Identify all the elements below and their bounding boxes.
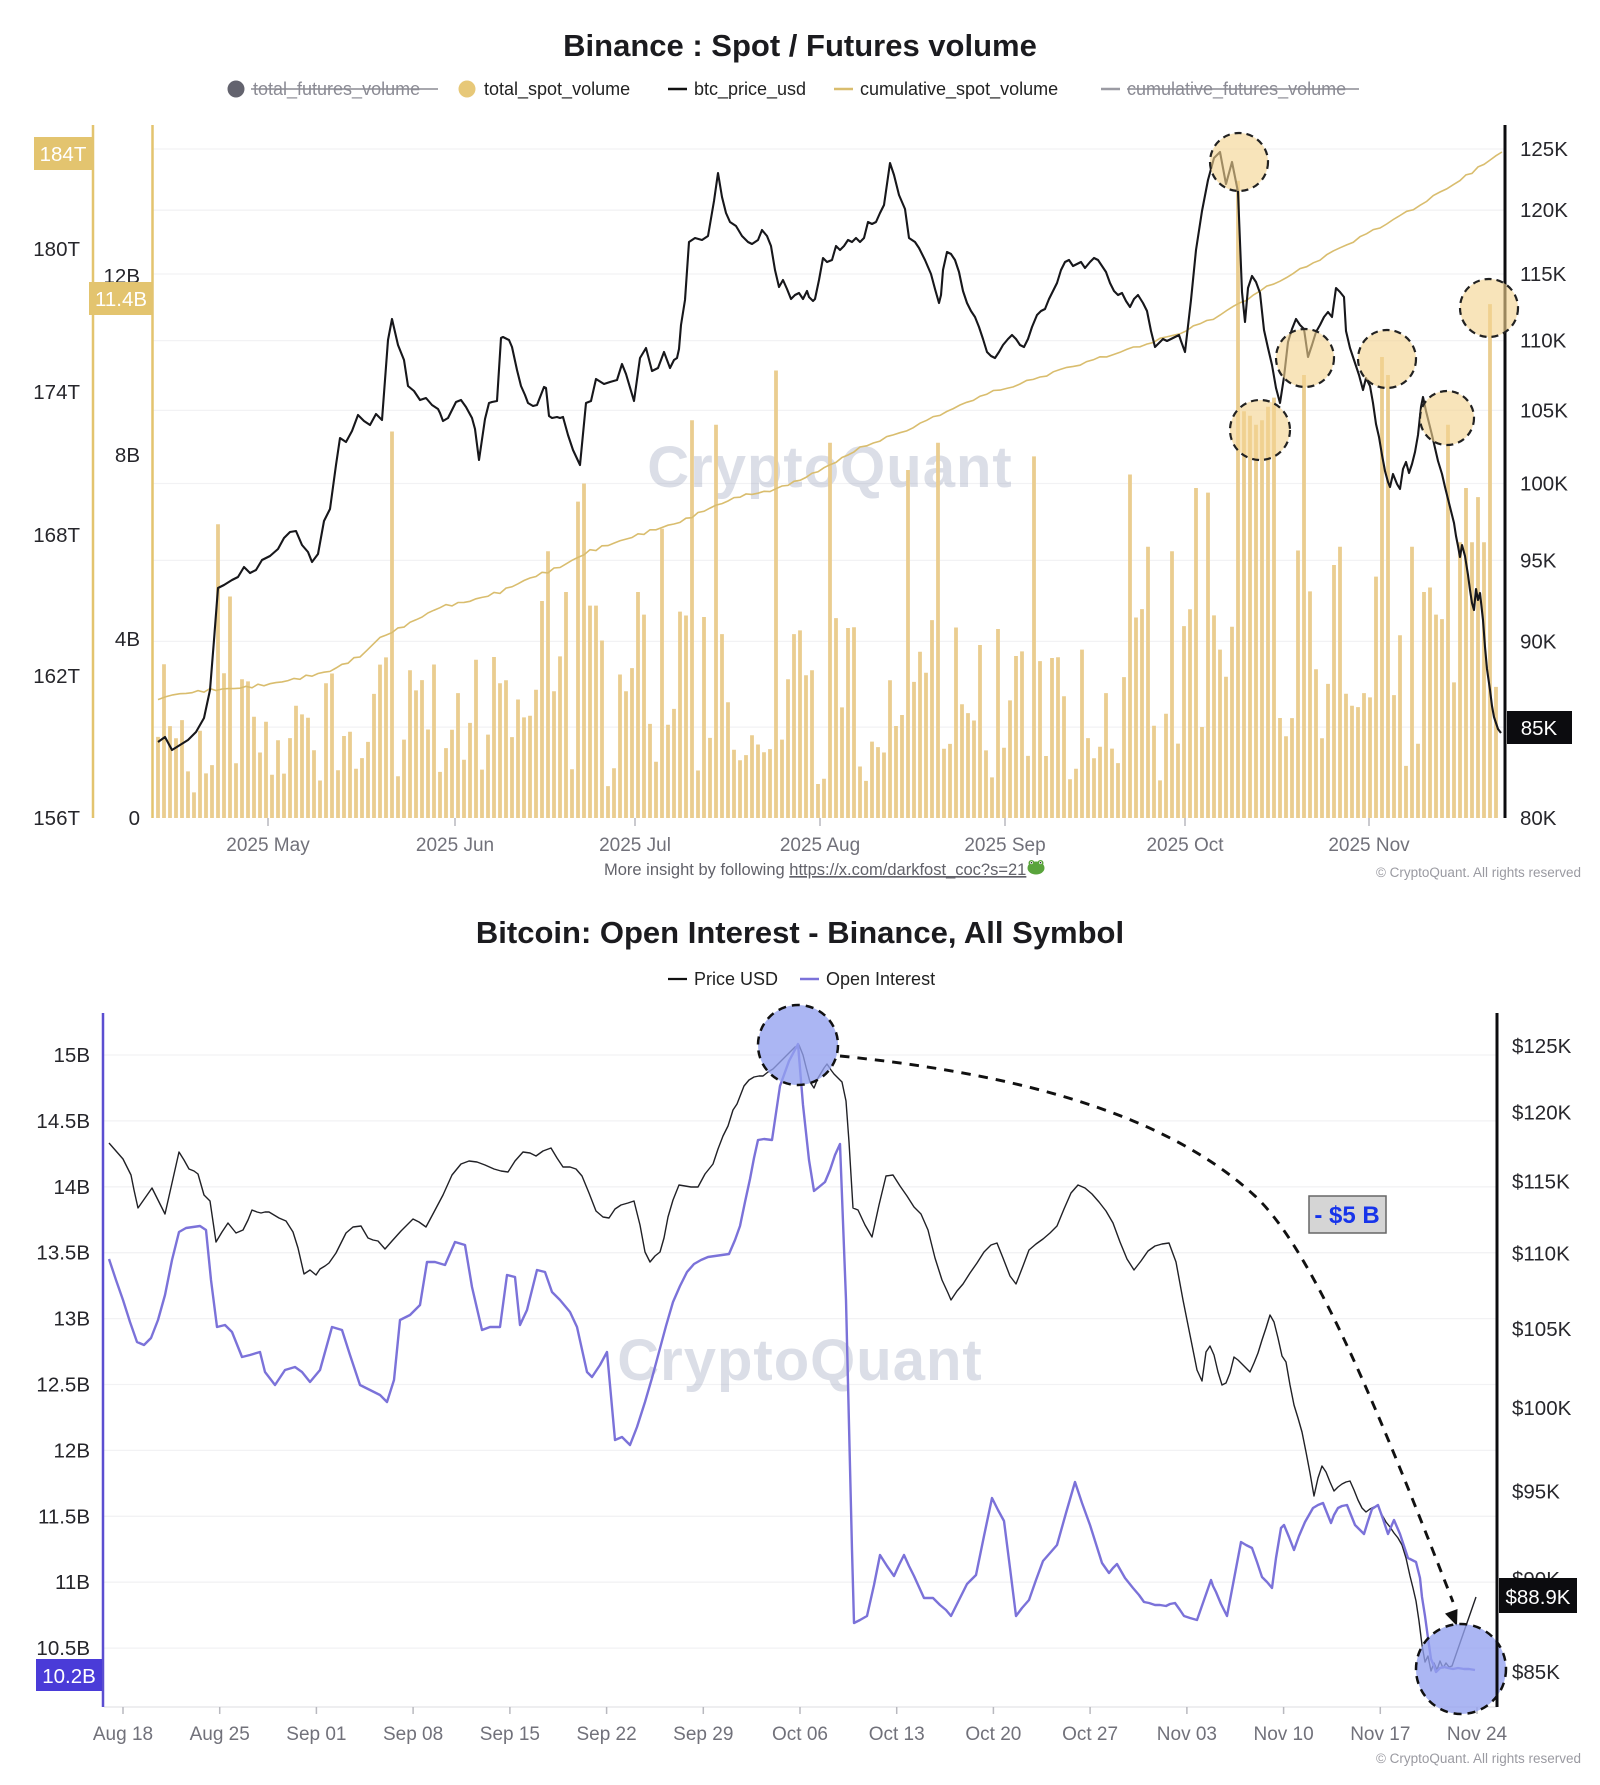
svg-text:95K: 95K (1520, 549, 1557, 572)
svg-text:2025 Oct: 2025 Oct (1146, 835, 1224, 856)
svg-text:cumulative_spot_volume: cumulative_spot_volume (860, 79, 1058, 100)
svg-text:2025 May: 2025 May (226, 835, 310, 856)
svg-text:0: 0 (129, 807, 140, 830)
svg-text:Oct 27: Oct 27 (1062, 1724, 1118, 1745)
svg-text:184T: 184T (40, 143, 87, 166)
svg-text:$120K: $120K (1512, 1101, 1572, 1124)
svg-text:$88.9K: $88.9K (1506, 1586, 1571, 1609)
svg-text:13.5B: 13.5B (36, 1242, 90, 1265)
svg-text:11B: 11B (55, 1571, 90, 1594)
svg-text:$125K: $125K (1512, 1035, 1572, 1058)
svg-text:125K: 125K (1520, 138, 1568, 161)
svg-text:Nov 24: Nov 24 (1447, 1724, 1508, 1745)
svg-text:80K: 80K (1520, 807, 1557, 830)
svg-text:Sep 22: Sep 22 (576, 1724, 636, 1745)
svg-text:$85K: $85K (1512, 1661, 1560, 1684)
svg-text:$110K: $110K (1512, 1243, 1570, 1266)
svg-text:14.5B: 14.5B (36, 1110, 90, 1133)
svg-text:2025 Sep: 2025 Sep (964, 835, 1045, 856)
svg-text:11.4B: 11.4B (95, 288, 147, 311)
svg-text:© CryptoQuant. All rights rese: © CryptoQuant. All rights reserved (1376, 865, 1581, 880)
svg-text:Sep 08: Sep 08 (383, 1724, 443, 1745)
svg-text:8B: 8B (115, 444, 140, 467)
svg-text:Bitcoin: Open Interest - Binan: Bitcoin: Open Interest - Binance, All Sy… (476, 915, 1124, 950)
svg-text:CryptoQuant: CryptoQuant (617, 1328, 982, 1393)
svg-text:168T: 168T (33, 524, 80, 547)
svg-text:btc_price_usd: btc_price_usd (694, 79, 806, 100)
svg-text:13B: 13B (54, 1308, 90, 1331)
svg-text:90K: 90K (1520, 630, 1557, 653)
svg-text:Aug 18: Aug 18 (93, 1724, 153, 1745)
svg-text:$95K: $95K (1512, 1480, 1560, 1503)
svg-text:Oct 06: Oct 06 (772, 1724, 828, 1745)
svg-text:11.5B: 11.5B (38, 1505, 90, 1528)
svg-text:12B: 12B (54, 1439, 90, 1462)
svg-text:100K: 100K (1520, 473, 1568, 496)
svg-text:174T: 174T (33, 381, 80, 404)
svg-text:Binance : Spot / Futures volum: Binance : Spot / Futures volume (563, 28, 1037, 63)
svg-text:2025 Jul: 2025 Jul (599, 835, 671, 856)
svg-text:120K: 120K (1520, 199, 1568, 222)
svg-text:Oct 20: Oct 20 (965, 1724, 1021, 1745)
svg-text:2025 Aug: 2025 Aug (780, 835, 860, 856)
svg-text:162T: 162T (33, 665, 80, 688)
svg-text:$105K: $105K (1512, 1318, 1572, 1341)
svg-text:Sep 01: Sep 01 (286, 1724, 346, 1745)
svg-text:Nov 17: Nov 17 (1350, 1724, 1410, 1745)
svg-text:More insight by following http: More insight by following https://x.com/… (604, 861, 1026, 879)
svg-text:156T: 156T (33, 807, 80, 830)
svg-text:12.5B: 12.5B (36, 1374, 90, 1397)
svg-text:4B: 4B (115, 628, 140, 651)
svg-text:Oct 13: Oct 13 (869, 1724, 925, 1745)
svg-text:2025 Jun: 2025 Jun (416, 835, 494, 856)
svg-text:- $5 B: - $5 B (1314, 1202, 1379, 1229)
svg-text:Aug 25: Aug 25 (190, 1724, 250, 1745)
svg-text:115K: 115K (1520, 263, 1567, 286)
svg-text:Sep 29: Sep 29 (673, 1724, 733, 1745)
svg-text:2025 Nov: 2025 Nov (1328, 835, 1410, 856)
svg-text:Nov 03: Nov 03 (1157, 1724, 1217, 1745)
svg-text:85K: 85K (1521, 717, 1558, 740)
svg-text:Nov 10: Nov 10 (1253, 1724, 1313, 1745)
svg-text:total_spot_volume: total_spot_volume (484, 79, 630, 100)
svg-text:Open Interest: Open Interest (826, 969, 935, 989)
svg-text:Price USD: Price USD (694, 969, 778, 989)
svg-text:10.5B: 10.5B (36, 1637, 90, 1660)
svg-text:110K: 110K (1520, 330, 1567, 353)
svg-text:105K: 105K (1520, 399, 1568, 422)
svg-text:Sep 15: Sep 15 (480, 1724, 540, 1745)
svg-text:180T: 180T (33, 238, 80, 261)
svg-text:10.2B: 10.2B (42, 1665, 96, 1688)
svg-text:© CryptoQuant. All rights rese: © CryptoQuant. All rights reserved (1376, 1751, 1581, 1766)
svg-text:$115K: $115K (1512, 1170, 1570, 1193)
svg-text:14B: 14B (54, 1176, 90, 1199)
svg-text:15B: 15B (54, 1044, 90, 1067)
svg-text:$100K: $100K (1512, 1397, 1572, 1420)
